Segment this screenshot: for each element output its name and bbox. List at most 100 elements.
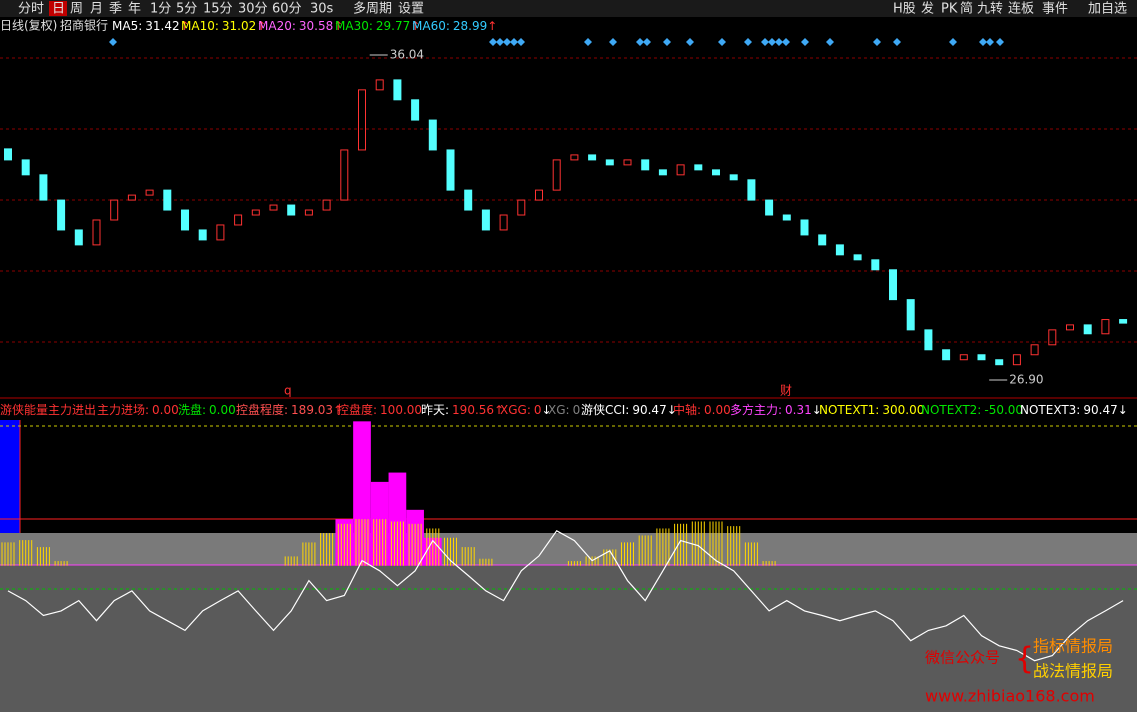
signal-diamond <box>686 38 694 46</box>
indicator-name: 中轴: <box>673 402 701 417</box>
candle <box>747 179 756 201</box>
indicator-name: 游侠能量主力进出 <box>0 403 96 417</box>
candle <box>1119 319 1128 324</box>
ma-value: 31.02 <box>222 19 256 33</box>
toolbar-button[interactable]: 事件 <box>1042 2 1068 17</box>
band-lower <box>0 565 1137 712</box>
signal-diamond <box>979 38 987 46</box>
candle <box>304 209 313 216</box>
indicator-item: 游侠CCI: 90.47↓ <box>581 403 677 417</box>
candle <box>481 209 490 231</box>
candle <box>889 269 897 301</box>
indicator-arrow: ↓ <box>542 403 552 417</box>
ma-name: MA60: <box>412 19 450 33</box>
high-label: 36.04 <box>390 48 424 62</box>
indicator-value: 90.47 <box>632 403 666 417</box>
toolbar-tab[interactable]: 1分 <box>150 2 171 17</box>
indicator-item: NOTEXT1: 300.00 <box>819 403 924 417</box>
toolbar-button[interactable]: H股 <box>893 2 916 17</box>
ma-item: MA30: 29.77↑ <box>335 19 420 33</box>
candle <box>977 354 986 361</box>
main-bar <box>388 472 407 566</box>
candle <box>588 154 597 161</box>
candle <box>127 194 136 201</box>
candle <box>605 159 614 166</box>
toolbar-button[interactable]: 加自选 <box>1088 2 1127 17</box>
candle <box>729 174 738 181</box>
signal-diamond <box>826 38 834 46</box>
indicator-item: NOTEXT2: -50.00 <box>921 403 1023 417</box>
indicator-arrow: ↑ <box>333 403 343 417</box>
watermark-wechat: 微信公众号 <box>925 649 1000 667</box>
indicator-value: 0.00 <box>704 403 731 417</box>
watermark-line1: 指标情报局 <box>1033 637 1113 656</box>
watermark-site: www.zhibiao168.com <box>925 687 1095 706</box>
candle <box>393 79 402 101</box>
indicator-name: NOTEXT3: <box>1020 403 1080 417</box>
signal-diamond <box>718 38 726 46</box>
signal-diamond <box>744 38 752 46</box>
toolbar-tab[interactable]: 季 <box>109 2 122 17</box>
indicator-value: 90.47 <box>1083 403 1117 417</box>
candle <box>623 159 632 166</box>
ma-item: MA20: 30.58↑ <box>258 19 343 33</box>
blue-block <box>0 420 20 533</box>
toolbar-tab[interactable]: 多周期 <box>353 1 392 17</box>
candle <box>995 359 1004 366</box>
signal-diamond <box>489 38 497 46</box>
toolbar-tab[interactable]: 年 <box>128 2 141 17</box>
candle <box>340 149 349 201</box>
indicator-value: 0 <box>573 403 581 417</box>
candle <box>1048 329 1057 346</box>
toolbar-tab[interactable]: 15分 <box>203 2 233 17</box>
toolbar-button[interactable]: 简 <box>960 1 973 17</box>
toolbar-tab[interactable]: 设置 <box>398 2 424 17</box>
candle <box>1030 344 1039 356</box>
indicator-arrow: ↓ <box>812 403 822 417</box>
brace: { <box>1015 642 1034 677</box>
indicator-arrow: ↑ <box>494 403 504 417</box>
toolbar-button[interactable]: 连板 <box>1008 1 1034 17</box>
toolbar-button[interactable]: PK <box>941 2 958 17</box>
toolbar-tab[interactable]: 30s <box>310 2 334 17</box>
signal-diamond <box>893 38 901 46</box>
signal-diamond <box>801 38 809 46</box>
indicator-item: 控盘度: 100.00 <box>337 402 422 417</box>
ma-arrow: ↑ <box>180 19 190 33</box>
ma-arrow: ↑ <box>487 19 497 33</box>
toolbar-tab[interactable]: 月 <box>90 2 103 17</box>
toolbar-tab[interactable]: 分时 <box>18 2 44 17</box>
toolbar-bg <box>0 0 1137 17</box>
candle <box>181 209 189 231</box>
candle <box>499 214 508 231</box>
indicator-arrow: ↓ <box>1118 403 1128 417</box>
toolbar-button[interactable]: 发 <box>921 1 934 17</box>
candle <box>676 164 685 176</box>
candle <box>924 329 933 351</box>
indicator-name: 控盘程度: <box>236 402 288 417</box>
indicator-item: 洗盘: 0.00 <box>178 402 236 417</box>
indicator-value: 190.56 <box>452 403 494 417</box>
candle <box>1101 319 1110 335</box>
low-label: 26.90 <box>1009 373 1043 387</box>
indicator-name: 洗盘: <box>178 402 206 417</box>
toolbar-tab[interactable]: 周 <box>70 2 83 17</box>
toolbar-tab[interactable]: 30分 <box>238 2 268 17</box>
toolbar-button[interactable]: 九转 <box>977 2 1003 17</box>
indicator-arrow: ↓ <box>667 403 677 417</box>
signal-diamond <box>768 38 776 46</box>
indicator-item: 多方主力: 0.31↓ <box>730 402 822 417</box>
indicator-name: 主力进场: <box>97 403 149 417</box>
ma-value: 28.99 <box>453 19 487 33</box>
candle <box>694 164 703 171</box>
toolbar-tab[interactable]: 5分 <box>176 2 197 17</box>
signal-diamond <box>949 38 957 46</box>
toolbar-tab[interactable]: 60分 <box>272 2 302 17</box>
candle <box>959 354 968 361</box>
ma-name: MA30: <box>335 19 373 33</box>
candle <box>818 234 827 246</box>
ma-name: MA10: <box>181 19 219 33</box>
candle <box>906 299 915 331</box>
toolbar-tab[interactable]: 日 <box>52 2 65 17</box>
ma-arrow: ↑ <box>410 19 420 33</box>
